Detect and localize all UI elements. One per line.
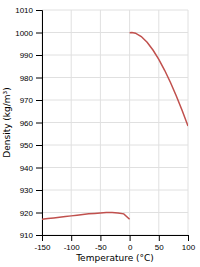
- y-axis: 910 920 930 940 950 960 970 980 990 1000 1010: [15, 6, 42, 240]
- tick-label: 930: [20, 186, 34, 195]
- tick-mark: [36, 235, 42, 236]
- grid-line: [42, 122, 188, 123]
- y-axis-title: Density (kg/m³): [2, 87, 12, 157]
- tick-mark: [36, 33, 42, 34]
- tick: -150: [34, 235, 51, 252]
- tick-label: 980: [20, 74, 34, 83]
- tick-label: 1010: [15, 6, 33, 15]
- tick-mark: [36, 190, 42, 191]
- grid-line: [42, 77, 188, 78]
- tick: 950: [20, 141, 42, 150]
- tick-mark: [188, 235, 189, 241]
- tick: 970: [20, 96, 42, 105]
- tick-mark: [36, 168, 42, 169]
- axis-line: [43, 236, 189, 242]
- tick: 1010: [15, 6, 42, 15]
- grid: [42, 10, 188, 235]
- x-axis: -150 -100 -50 0 50 100: [34, 235, 195, 252]
- axis-line: [36, 11, 43, 236]
- tick-label: -100: [64, 243, 81, 252]
- tick-mark: [36, 145, 42, 146]
- line: [42, 213, 130, 220]
- tick: -100: [64, 235, 81, 252]
- x-axis-title: Temperature (°C): [75, 253, 154, 263]
- tick-mark: [36, 78, 42, 79]
- tick-mark: [130, 235, 131, 241]
- tick-mark: [100, 235, 101, 241]
- grid-line: [42, 32, 188, 33]
- tick: -50: [95, 235, 107, 252]
- tick-label: 0: [128, 243, 133, 252]
- tick: 980: [20, 74, 42, 83]
- tick-label: 970: [20, 96, 34, 105]
- tick-label: 950: [20, 141, 34, 150]
- grid-line: [42, 190, 188, 191]
- tick-mark: [71, 235, 72, 241]
- tick: 100: [182, 235, 196, 252]
- grid-line: [42, 100, 188, 101]
- tick-mark: [36, 10, 42, 11]
- tick-label: -50: [95, 243, 107, 252]
- grid-line: [42, 10, 188, 11]
- tick: 930: [20, 186, 42, 195]
- tick-label: 990: [20, 51, 34, 60]
- tick: 960: [20, 119, 42, 128]
- tick-label: 1000: [15, 29, 33, 38]
- tick-label: 50: [155, 243, 164, 252]
- grid-line: [42, 167, 188, 168]
- tick: 1000: [15, 29, 42, 38]
- tick-label: -150: [34, 243, 51, 252]
- tick-label: 940: [20, 164, 34, 173]
- tick-mark: [159, 235, 160, 241]
- grid-line: [42, 55, 188, 56]
- tick-label: 100: [182, 243, 196, 252]
- tick: 990: [20, 51, 42, 60]
- grid-line: [42, 145, 188, 146]
- tick-mark: [36, 123, 42, 124]
- tick-label: 910: [20, 231, 34, 240]
- lines: [42, 33, 188, 220]
- tick-label: 960: [20, 119, 34, 128]
- tick: 0: [128, 235, 133, 252]
- tick: 50: [155, 235, 164, 252]
- tick: 920: [20, 209, 42, 218]
- tick-label: 920: [20, 209, 34, 218]
- line: [130, 33, 188, 127]
- tick-mark: [36, 213, 42, 214]
- chart: -150 -100 -50 0 50 100 910 920 930 940 950 960 970 98…: [0, 0, 200, 267]
- plot: -150 -100 -50 0 50 100 910 920 930 940 950 960 970 98…: [15, 6, 196, 252]
- tick: 910: [20, 231, 42, 240]
- tick-mark: [36, 55, 42, 56]
- tick-mark: [36, 100, 42, 101]
- tick: 940: [20, 164, 42, 173]
